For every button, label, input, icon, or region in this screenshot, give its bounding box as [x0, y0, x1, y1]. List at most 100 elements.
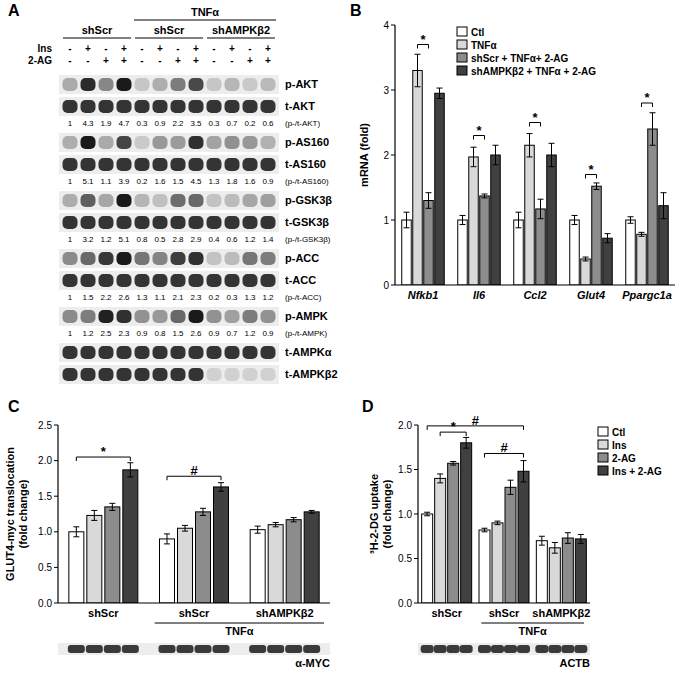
band-label: t-AMPKα — [285, 346, 332, 358]
blot-band — [153, 136, 168, 149]
error-bar — [572, 215, 578, 224]
error-bar — [521, 461, 527, 482]
quant-value: 0.8 — [136, 235, 148, 244]
blot-band — [195, 645, 212, 653]
error-bar — [460, 215, 466, 224]
blot-band — [213, 645, 230, 653]
quant-value: 1.4 — [262, 235, 274, 244]
error-bar — [650, 113, 656, 146]
bar — [178, 528, 193, 603]
bar — [479, 530, 490, 603]
y-tick-label: 2.0 — [38, 455, 52, 466]
significance-mark: * — [588, 162, 594, 177]
bar — [268, 525, 283, 603]
blot-band — [117, 158, 132, 171]
blot-band — [225, 136, 240, 149]
blot-band — [243, 346, 258, 359]
legend-label: shAMPKβ2 + TNFα + 2-AG — [471, 66, 596, 77]
band-label: p-ACC — [285, 252, 319, 264]
y-tick-label: 2.0 — [398, 420, 412, 431]
blot-band — [171, 252, 186, 265]
significance-mark: * — [644, 90, 650, 105]
blot-membrane — [59, 307, 279, 326]
bar — [69, 532, 84, 603]
condition-sign: + — [175, 55, 181, 66]
condition-sign: - — [248, 43, 251, 54]
error-bar — [200, 508, 206, 515]
blot-band — [135, 194, 150, 207]
blot-band — [117, 274, 132, 287]
quant-value: 0.5 — [154, 235, 166, 244]
blot-band — [171, 78, 186, 91]
blot-band — [68, 645, 85, 653]
blot-band — [171, 100, 186, 113]
y-tick-label: 0.0 — [38, 598, 52, 609]
blot-membrane — [59, 97, 279, 116]
quant-value: 1.2 — [244, 235, 256, 244]
condition-sign: - — [104, 43, 107, 54]
quant-value: 2.1 — [172, 293, 184, 302]
quant-value: 1.3 — [208, 177, 220, 186]
blot-band — [207, 100, 222, 113]
blot-band — [135, 78, 150, 91]
bar — [536, 541, 547, 603]
bar — [435, 93, 445, 285]
blot-band — [153, 252, 168, 265]
bar — [603, 238, 613, 285]
blot-band — [267, 645, 284, 653]
blot-band — [225, 194, 240, 207]
blot-band — [104, 645, 121, 653]
blot-band — [153, 274, 168, 287]
blot-band — [81, 252, 96, 265]
condition-sign: + — [157, 43, 163, 54]
blot-band — [135, 136, 150, 149]
bar — [562, 538, 573, 603]
blot-band — [171, 310, 186, 323]
blot-band — [63, 346, 78, 359]
blot-band — [81, 310, 96, 323]
blot-band — [434, 645, 447, 653]
group-label: shScr — [82, 24, 113, 36]
blot-band — [117, 100, 132, 113]
blot-band — [243, 216, 258, 229]
y-axis — [394, 25, 395, 285]
y-tick-label: 2.5 — [38, 420, 52, 431]
band-label: t-ACC — [285, 274, 316, 286]
blot-band — [99, 194, 114, 207]
quant-value: 1.3 — [136, 293, 148, 302]
condition-sign: + — [103, 55, 109, 66]
x-axis — [418, 602, 590, 603]
blot-membrane — [59, 365, 279, 384]
legend-swatch — [457, 40, 467, 49]
bar — [461, 443, 472, 603]
quant-value: 0.9 — [154, 119, 166, 128]
band-label: t-AMPKβ2 — [285, 368, 338, 380]
bar — [435, 478, 446, 603]
quant-value: 0.3 — [226, 293, 238, 302]
y-tick-label: 0.5 — [398, 553, 412, 564]
legend-label: TNFα — [471, 40, 497, 51]
quant-value: 1.1 — [100, 177, 112, 186]
error-bar — [493, 145, 499, 165]
quant-value: 1.5 — [172, 329, 184, 338]
x-tick-label: Ccl2 — [523, 289, 546, 301]
blot-band — [243, 100, 258, 113]
error-bar — [463, 437, 469, 448]
quant-value: 3.2 — [82, 235, 94, 244]
blot-band — [63, 216, 78, 229]
quant-value: 3.9 — [118, 177, 130, 186]
blot-membrane — [59, 133, 279, 152]
blot-band — [99, 346, 114, 359]
condition-sign: - — [68, 55, 71, 66]
blot-band — [171, 194, 186, 207]
error-bar — [437, 474, 443, 483]
blot-band — [225, 346, 240, 359]
quant-value: 0.7 — [226, 119, 238, 128]
bar — [592, 186, 602, 285]
blot-band — [171, 346, 186, 359]
quant-value: 0.6 — [226, 235, 238, 244]
blot-band — [171, 216, 186, 229]
bar — [514, 220, 524, 285]
blot-band — [153, 216, 168, 229]
blot-band — [243, 158, 258, 171]
